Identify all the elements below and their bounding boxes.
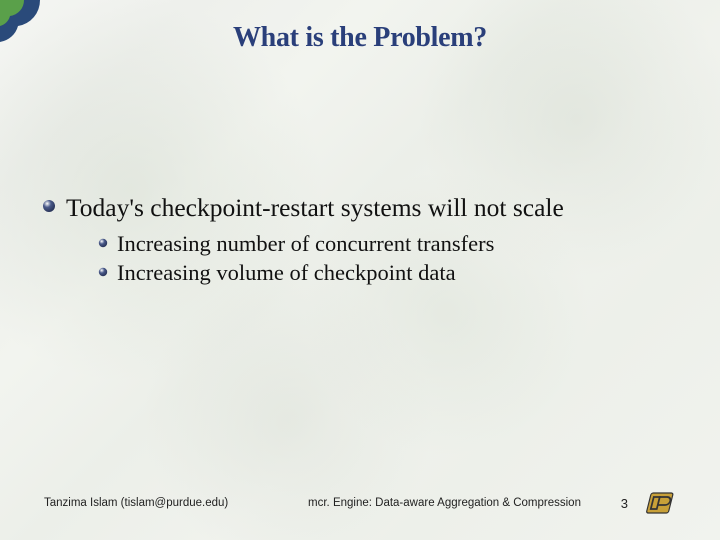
bullet-icon bbox=[42, 199, 56, 213]
slide-number: 3 bbox=[621, 496, 628, 511]
sub-bullet-list: Increasing number of concurrent transfer… bbox=[98, 230, 690, 287]
purdue-logo-icon bbox=[646, 490, 676, 516]
bullet-text-sub: Increasing number of concurrent transfer… bbox=[117, 230, 494, 258]
bullet-text-main: Today's checkpoint-restart systems will … bbox=[66, 192, 564, 224]
bullet-icon bbox=[98, 238, 108, 248]
bullet-icon bbox=[98, 267, 108, 277]
slide-body: Today's checkpoint-restart systems will … bbox=[42, 192, 690, 288]
slide-title: What is the Problem? bbox=[0, 22, 720, 54]
footer-right-group: 3 bbox=[621, 490, 676, 516]
bullet-item-sub: Increasing number of concurrent transfer… bbox=[98, 230, 690, 258]
slide-footer: Tanzima Islam (tislam@purdue.edu) mcr. E… bbox=[44, 490, 676, 516]
bullet-item-sub: Increasing volume of checkpoint data bbox=[98, 259, 690, 287]
slide: What is the Problem? Today's checkpoint-… bbox=[0, 0, 720, 540]
bullet-text-sub: Increasing volume of checkpoint data bbox=[117, 259, 456, 287]
footer-subtitle: mcr. Engine: Data-aware Aggregation & Co… bbox=[228, 497, 621, 509]
bullet-item-main: Today's checkpoint-restart systems will … bbox=[42, 192, 690, 224]
footer-author: Tanzima Islam (tislam@purdue.edu) bbox=[44, 497, 228, 509]
